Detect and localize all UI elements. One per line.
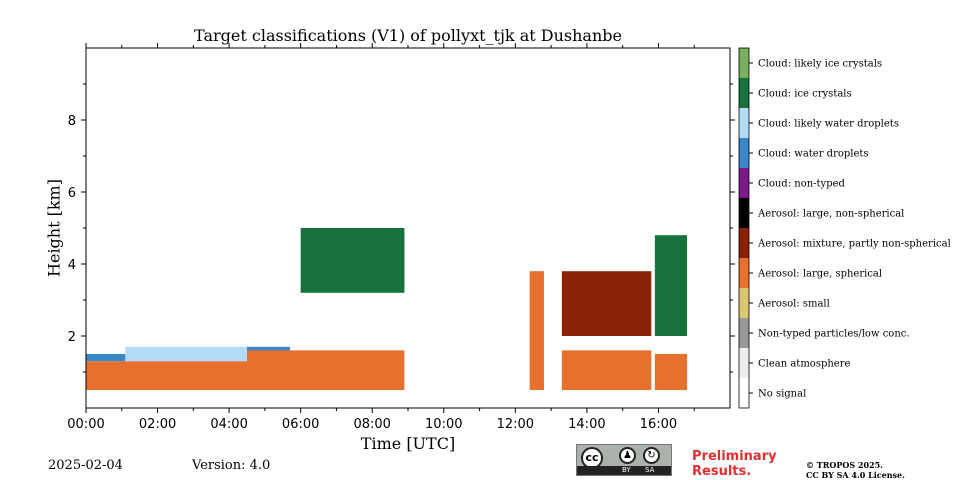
colorbar-segment (739, 78, 749, 108)
colorbar-segment (739, 48, 749, 78)
classification-region (86, 361, 247, 390)
classification-region (561, 350, 652, 390)
legend-label: Non-typed particles/low conc. (758, 329, 910, 340)
y-tick-label: 4 (68, 258, 76, 273)
legend-label: Aerosol: mixture, partly non-spherical (757, 239, 951, 250)
legend-label: Cloud: likely water droplets (758, 119, 899, 130)
cc-license-badge: cc ♟ ↻ BY SA (576, 444, 672, 476)
x-tick-label: 08:00 (353, 417, 390, 432)
legend-label: Cloud: water droplets (758, 149, 869, 160)
legend-label: Clean atmosphere (758, 359, 851, 370)
preliminary-label: Preliminary (692, 449, 777, 464)
y-axis: 2 4 6 8 (68, 83, 735, 373)
x-tick-label: 02:00 (139, 417, 176, 432)
copyright-text: © TROPOS 2025. (806, 460, 883, 470)
colorbar-segment (739, 258, 749, 288)
y-tick-label: 2 (68, 330, 76, 345)
classification-region (86, 354, 126, 362)
y-tick-label: 6 (68, 186, 76, 201)
preliminary-notice: Preliminary Results. (692, 449, 777, 479)
legend-label: Cloud: likely ice crystals (758, 59, 882, 70)
classification-region (654, 235, 688, 336)
chart-title: Target classifications (V1) of pollyxt_t… (194, 26, 622, 45)
attribution-icon: ♟ (619, 447, 636, 464)
x-tick-label: 14:00 (568, 417, 605, 432)
x-tick-label: 06:00 (282, 417, 319, 432)
x-axis: 00:00 02:00 04:00 06:00 08:00 10:00 12:00 14:00… (67, 43, 695, 432)
badge-sa-label: SA (645, 466, 655, 474)
legend-label: Cloud: ice crystals (758, 89, 852, 100)
license-notice: © TROPOS 2025. CC BY SA 4.0 License. (806, 460, 905, 480)
results-label: Results. (692, 464, 752, 479)
cc-icon: cc (581, 447, 603, 469)
classification-region (125, 346, 247, 362)
legend-label: Aerosol: large, non-spherical (757, 209, 904, 220)
legend-label: Aerosol: large, spherical (757, 269, 882, 280)
footer-version: Version: 4.0 (192, 458, 271, 473)
classification-region (561, 271, 652, 336)
x-tick-label: 16:00 (640, 417, 677, 432)
colorbar-segment (739, 318, 749, 348)
colorbar-segment (739, 198, 749, 228)
legend-label: Aerosol: small (757, 299, 830, 310)
classification-region (247, 346, 290, 353)
colorbar-segment (739, 228, 749, 258)
badge-bar (577, 466, 671, 475)
x-tick-label: 12:00 (497, 417, 534, 432)
colorbar-segment (739, 348, 749, 378)
classification-region (247, 350, 405, 390)
colorbar-legend: No signal Clean atmosphere Non-typed parti… (738, 47, 951, 409)
colorbar-segment (739, 378, 749, 408)
colorbar-segment (739, 168, 749, 198)
colorbar-segment (739, 138, 749, 168)
badge-by-label: BY (622, 466, 631, 474)
classification-heatmap (86, 228, 688, 390)
classification-region (529, 271, 544, 390)
y-tick-label: 8 (68, 114, 76, 129)
colorbar-segment (739, 108, 749, 138)
y-axis-label: Height [km] (44, 179, 64, 277)
footer-date: 2025-02-04 (48, 458, 123, 473)
share-alike-icon: ↻ (643, 447, 660, 464)
x-axis-label: Time [UTC] (360, 434, 456, 453)
colorbar-segment (739, 288, 749, 318)
legend-label: No signal (758, 389, 806, 400)
classification-region (654, 354, 688, 390)
x-tick-label: 00:00 (67, 417, 104, 432)
colorbar-frame (738, 47, 750, 409)
classification-region (300, 228, 405, 293)
legend-label: Cloud: non-typed (758, 179, 846, 190)
x-tick-label: 10:00 (425, 417, 462, 432)
x-tick-label: 04:00 (210, 417, 247, 432)
license-text: CC BY SA 4.0 License. (806, 470, 905, 480)
